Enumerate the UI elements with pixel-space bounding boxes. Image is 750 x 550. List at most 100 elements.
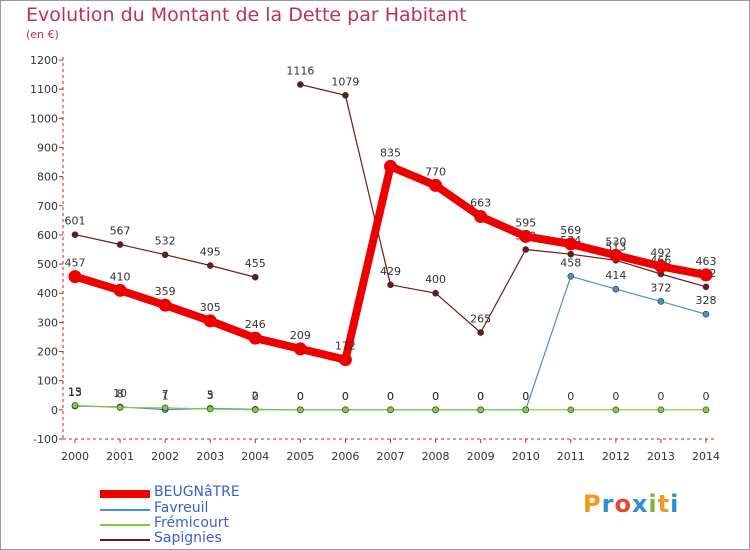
series-line	[71, 162, 710, 364]
legend-swatch	[100, 509, 150, 511]
data-point	[113, 283, 127, 297]
x-tick-label: 2011	[557, 450, 585, 463]
y-tick-label: 400	[37, 287, 58, 300]
data-point	[657, 406, 665, 414]
data-point	[251, 406, 259, 414]
data-label: 0	[297, 390, 304, 403]
y-tick-label: 0	[51, 404, 58, 417]
data-label: 601	[65, 215, 86, 228]
y-tick-label: 500	[37, 258, 58, 271]
data-point	[203, 314, 217, 328]
x-tick-label: 2007	[377, 450, 405, 463]
data-label: 458	[560, 256, 581, 269]
data-point	[657, 298, 665, 305]
y-tick-label: 1000	[30, 112, 58, 125]
y-tick-label: 100	[37, 375, 58, 388]
data-point	[612, 285, 620, 293]
data-label: 7	[162, 388, 169, 401]
data-point	[477, 406, 484, 414]
data-label: 429	[380, 265, 401, 278]
x-tick-label: 2013	[647, 450, 675, 463]
data-point	[567, 406, 575, 414]
data-point	[567, 273, 575, 280]
series-line	[299, 83, 707, 334]
data-label: 372	[650, 281, 671, 294]
chart-unit-label: (en €)	[26, 28, 59, 41]
legend-label: Sapignies	[154, 530, 222, 546]
data-point	[387, 406, 394, 414]
data-label: 410	[110, 270, 131, 283]
y-tick-label: 1100	[30, 83, 58, 96]
data-label: 0	[297, 390, 304, 403]
data-label: 400	[425, 273, 446, 286]
data-label: 3	[207, 389, 214, 402]
x-tick-label: 2000	[61, 450, 89, 463]
data-point	[429, 178, 443, 192]
data-label: 492	[650, 246, 671, 259]
data-label: 455	[245, 257, 266, 270]
data-point	[161, 404, 169, 412]
data-point	[68, 270, 82, 284]
data-label: 595	[515, 216, 536, 229]
y-tick-label: 900	[37, 141, 58, 154]
data-point	[161, 251, 169, 259]
data-label: 567	[110, 225, 131, 238]
legend-swatch	[100, 539, 150, 541]
x-tick-label: 2009	[467, 450, 495, 463]
data-point	[432, 289, 439, 297]
data-label: 10	[113, 387, 127, 400]
legend-label: Frémicourt	[154, 515, 230, 531]
data-point	[612, 406, 620, 414]
x-tick-label: 2005	[286, 450, 314, 463]
y-tick-label: 1200	[30, 54, 58, 67]
data-point	[702, 283, 710, 291]
data-point	[338, 353, 352, 367]
data-point	[522, 406, 530, 414]
x-tick-label: 2004	[241, 450, 269, 463]
legend-swatch	[100, 490, 150, 498]
data-point	[251, 273, 259, 281]
data-point	[384, 159, 397, 173]
data-point	[206, 405, 214, 413]
data-label: 246	[245, 318, 266, 331]
data-point	[342, 406, 349, 414]
x-tick-label: 2008	[422, 450, 450, 463]
data-label: 0	[522, 390, 529, 403]
data-label: 0	[612, 390, 619, 403]
data-label: 5	[207, 388, 214, 401]
x-tick-label: 2014	[692, 450, 720, 463]
data-point	[567, 250, 575, 258]
data-label: 1	[162, 390, 169, 403]
chart-title: Evolution du Montant de la Dette par Hab…	[26, 4, 467, 26]
data-point	[71, 231, 79, 238]
data-label: 209	[290, 329, 311, 342]
data-label: 0	[477, 390, 484, 403]
legend-label: Favreuil	[154, 500, 209, 516]
data-label: 495	[200, 246, 221, 259]
y-tick-label: 800	[37, 171, 58, 184]
data-point	[71, 402, 79, 409]
data-point	[297, 406, 304, 414]
data-point	[519, 229, 533, 243]
data-label: 463	[696, 255, 717, 268]
y-tick-label: 700	[37, 200, 58, 213]
y-tick-label: 200	[37, 346, 58, 359]
data-label: 1079	[331, 75, 359, 88]
data-label: 0	[252, 390, 259, 403]
data-label: 0	[477, 390, 484, 403]
data-label: 2	[252, 389, 259, 402]
data-label: 13	[68, 386, 82, 399]
data-label: 530	[605, 235, 626, 248]
y-tick-label: 300	[37, 316, 58, 329]
data-label: 0	[387, 390, 394, 403]
x-tick-label: 2010	[512, 450, 540, 463]
data-point	[477, 329, 484, 336]
data-label: 0	[432, 390, 439, 403]
x-tick-label: 2002	[151, 450, 179, 463]
data-point	[116, 404, 124, 411]
data-label: 305	[200, 301, 221, 314]
data-point	[522, 246, 530, 253]
x-tick-label: 2001	[106, 450, 134, 463]
